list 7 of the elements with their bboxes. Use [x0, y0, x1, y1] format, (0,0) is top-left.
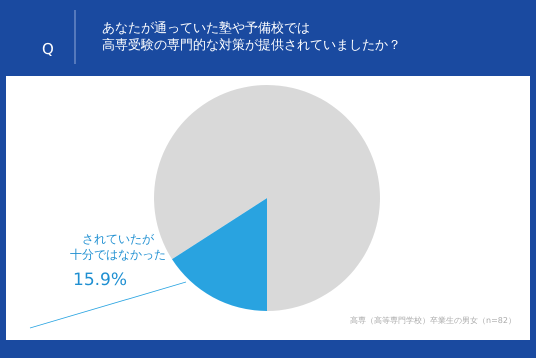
- slice-label: されていたが十分ではなかった: [70, 232, 166, 262]
- pie-slice: [154, 85, 380, 311]
- pie-slice: [172, 198, 267, 311]
- text: 高専（高等専門学校）卒業生の男女（n=82）: [350, 316, 516, 325]
- chart-title: あなたが通っていた塾や予備校では高専受験の専門的な対策が提供されていましたか？: [102, 21, 401, 53]
- data-label: 15.9%: [73, 270, 128, 290]
- text: Q: [42, 40, 54, 58]
